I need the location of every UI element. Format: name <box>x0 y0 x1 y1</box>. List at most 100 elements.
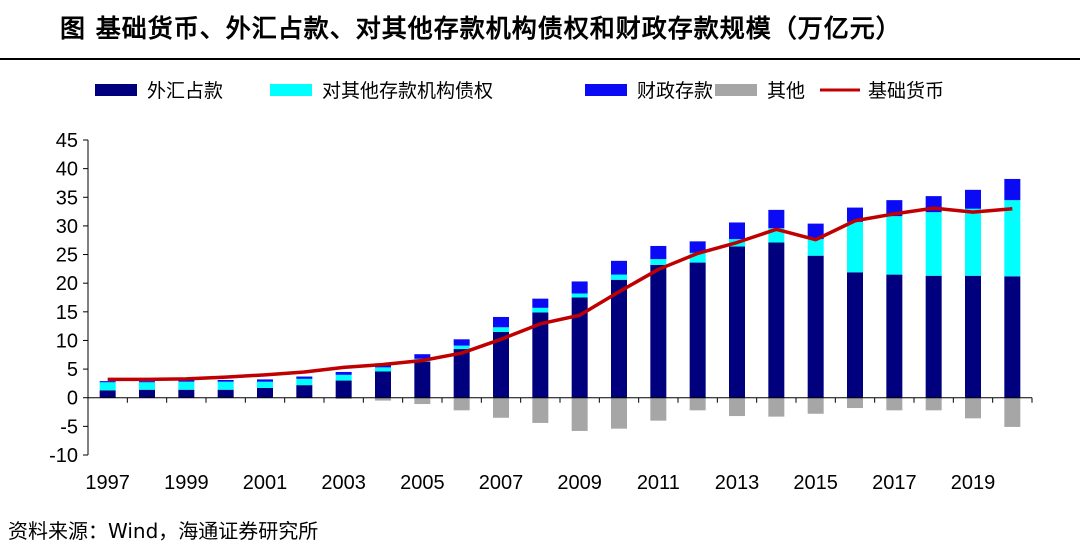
bar-segment <box>217 381 234 390</box>
bar-segment <box>689 397 706 411</box>
y-tick-label: 10 <box>56 330 78 352</box>
source-note: 资料来源：Wind，海通证券研究所 <box>8 519 319 543</box>
bar-segment <box>296 376 313 379</box>
bar-segment <box>689 252 706 263</box>
bar-segment <box>178 381 195 390</box>
y-tick-label: 45 <box>56 130 78 152</box>
bar-segment <box>571 397 588 431</box>
bar-segment <box>99 390 116 398</box>
bar-segment <box>571 293 588 298</box>
bar-segment <box>847 397 863 409</box>
bar-segment <box>217 379 234 382</box>
bar-segment <box>965 208 981 276</box>
bar-segment <box>847 221 863 273</box>
bar-segment <box>768 242 785 398</box>
bar-segment <box>375 397 391 401</box>
bar-segment <box>493 316 509 328</box>
bar-segment <box>414 354 431 359</box>
bar-segment <box>99 382 116 391</box>
bar-segment <box>650 245 667 260</box>
bar-segment <box>493 327 509 332</box>
legend-item: 基础货币 <box>820 80 944 102</box>
bar-segment <box>335 380 352 398</box>
legend-swatch <box>270 84 312 96</box>
bar-segment <box>807 239 824 256</box>
bar-segment <box>296 385 313 398</box>
bar-segment <box>807 255 824 398</box>
bar-segment <box>571 281 588 294</box>
y-tick-label: -5 <box>60 416 78 438</box>
y-tick-label: 0 <box>67 388 78 410</box>
x-tick-label: 2009 <box>557 472 602 494</box>
bar-segment <box>335 374 352 381</box>
bar-segment <box>689 262 706 398</box>
bar-segment <box>768 397 785 417</box>
bar-segment <box>414 361 431 398</box>
title-divider <box>0 58 1080 60</box>
bar-segment <box>729 397 745 417</box>
legend-swatch <box>585 84 627 96</box>
legend-item: 对其他存款机构债权 <box>270 80 493 102</box>
bar-segment <box>886 397 903 411</box>
bar-segment <box>99 381 116 383</box>
legend-label: 对其他存款机构债权 <box>322 80 493 102</box>
bar-segment <box>965 189 981 209</box>
legend-item: 外汇占款 <box>95 80 223 102</box>
bar-segment <box>886 274 903 398</box>
legend-swatch <box>715 84 757 96</box>
bar-segment <box>493 331 509 398</box>
bar-segment <box>611 279 627 398</box>
legend-label: 基础货币 <box>868 80 944 102</box>
y-tick-label: 20 <box>56 273 78 295</box>
bar-segment <box>257 387 273 398</box>
legend-item: 其他 <box>715 80 805 102</box>
bar-segment <box>571 297 588 398</box>
bar-segment <box>335 397 352 399</box>
bar-segment <box>532 397 549 423</box>
x-tick-label: 2005 <box>400 472 445 494</box>
bar-segment <box>1004 276 1021 398</box>
bar-segment <box>532 307 549 313</box>
bar-segment <box>532 298 549 308</box>
bar-segment <box>807 223 824 240</box>
legend-label: 财政存款 <box>637 80 713 102</box>
bar-segment <box>611 274 627 280</box>
bar-segment <box>611 397 627 429</box>
x-tick-label: 1997 <box>85 472 130 494</box>
bar-segment <box>375 371 391 398</box>
bar-segment <box>611 260 627 275</box>
bar-segment <box>139 382 155 390</box>
bar-segment <box>886 216 903 275</box>
bar-segment <box>178 389 195 398</box>
bar-segment <box>178 379 195 382</box>
bar-segment <box>139 381 155 383</box>
bar-segment <box>493 397 509 418</box>
legend-label: 其他 <box>767 80 805 102</box>
bar-segment <box>650 259 667 265</box>
bar-segment <box>925 212 942 276</box>
x-tick-label: 2003 <box>321 472 366 494</box>
bar-segment <box>335 371 352 375</box>
bar-segment <box>414 397 431 405</box>
bar-segment <box>532 312 549 398</box>
x-tick-label: 2001 <box>243 472 288 494</box>
x-tick-label: 2019 <box>951 472 996 494</box>
x-tick-label: 2013 <box>715 472 760 494</box>
bar-segment <box>965 397 981 419</box>
y-tick-label: -10 <box>49 445 78 467</box>
bar-segment <box>1004 397 1021 427</box>
bar-segment <box>689 241 706 253</box>
bar-segment <box>257 379 273 382</box>
y-tick-label: 40 <box>56 159 78 181</box>
x-tick-label: 2015 <box>793 472 838 494</box>
bar-segment <box>375 367 391 372</box>
bar-segment <box>925 275 942 398</box>
y-tick-label: 25 <box>56 245 78 267</box>
bar-segment <box>650 264 667 398</box>
bar-segment <box>768 209 785 229</box>
y-tick-label: 15 <box>56 302 78 324</box>
bar-segment <box>217 389 234 398</box>
bar-segment <box>729 222 745 240</box>
bar-segment <box>925 397 942 411</box>
x-tick-label: 2011 <box>637 472 680 494</box>
